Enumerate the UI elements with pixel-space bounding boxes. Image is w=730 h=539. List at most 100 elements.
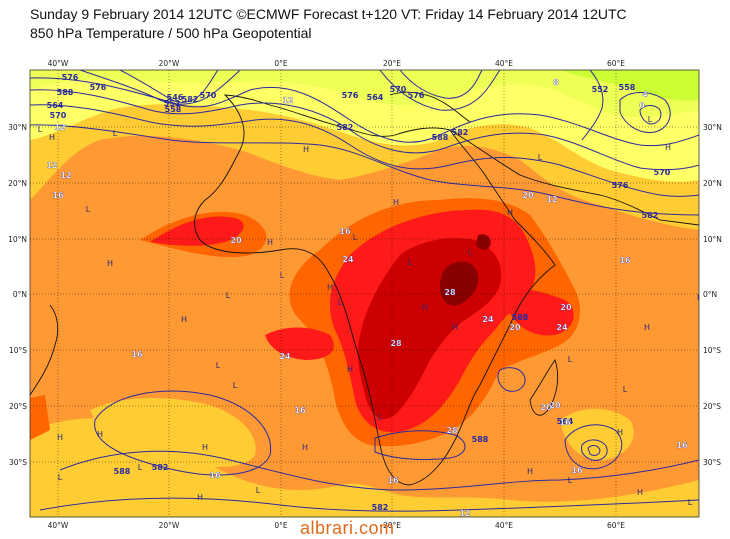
geopotential-label: 588 xyxy=(472,435,489,444)
temperature-label: 4 xyxy=(642,90,648,99)
coastlines xyxy=(30,91,699,486)
map-frame xyxy=(29,69,700,518)
temperature-label: 12 xyxy=(282,96,293,105)
low-pressure-mark: L xyxy=(138,463,143,472)
low-pressure-mark: L xyxy=(256,486,261,495)
geopotential-label: 570 xyxy=(200,91,217,100)
high-pressure-mark: H xyxy=(665,143,671,152)
low-pressure-mark: L xyxy=(280,271,285,280)
temperature-label: 16 xyxy=(131,350,143,359)
geopotential-label: 570 xyxy=(390,85,407,94)
geopotential-label: 582 xyxy=(152,463,169,472)
longitude-label-bottom: 20°W xyxy=(159,521,180,530)
longitude-label-top: 40°W xyxy=(48,59,69,68)
temperature-label: 20 xyxy=(560,303,572,312)
temperature-label: 20 xyxy=(230,236,242,245)
band-lt4-north xyxy=(560,70,699,101)
low-pressure-mark: L xyxy=(233,381,238,390)
high-pressure-mark: H xyxy=(527,467,533,476)
temperature-label: 24 xyxy=(482,315,494,324)
geopotential-label: 564 xyxy=(367,93,384,102)
temperature-label: 16 xyxy=(559,418,571,427)
longitude-label-top: 40°E xyxy=(495,59,513,68)
longitude-label-top: 0°E xyxy=(274,59,288,68)
temperature-label: 28 xyxy=(390,339,402,348)
high-pressure-mark: H xyxy=(697,293,703,302)
low-pressure-mark: L xyxy=(568,355,573,364)
high-pressure-mark: H xyxy=(267,238,273,247)
latitude-label-right: 30°S xyxy=(703,458,721,467)
high-pressure-mark: H xyxy=(57,433,63,442)
temperature-label: 12 xyxy=(54,123,65,132)
temperature-label: 0 xyxy=(639,101,645,110)
high-pressure-mark: H xyxy=(393,198,399,207)
low-pressure-mark: L xyxy=(378,413,383,422)
temperature-label: 12 xyxy=(459,509,470,518)
title-line-1: Sunday 9 February 2014 12UTC ©ECMWF Fore… xyxy=(30,6,627,22)
high-pressure-mark: H xyxy=(644,323,650,332)
high-pressure-mark: H xyxy=(507,208,513,217)
longitude-label-top: 20°W xyxy=(159,59,180,68)
low-pressure-mark: L xyxy=(568,476,573,485)
geopotential-label: 558 xyxy=(619,83,636,92)
latitude-label-right: 20°S xyxy=(703,402,721,411)
high-pressure-mark: H xyxy=(617,428,623,437)
temperature-label: 20 xyxy=(549,401,561,410)
band-12-16-southwest xyxy=(90,398,256,467)
high-pressure-mark: H xyxy=(327,283,333,292)
high-pressure-mark: H xyxy=(181,315,187,324)
longitude-label-bottom: 20°E xyxy=(383,521,401,530)
low-pressure-mark: L xyxy=(538,153,543,162)
temperature-label: 20 xyxy=(522,191,534,200)
latitude-label-left: 0°N xyxy=(13,290,27,299)
geopotential-label: 552 xyxy=(164,99,181,108)
watermark: albrari.com xyxy=(300,518,395,538)
low-pressure-mark: L xyxy=(338,298,343,307)
high-pressure-mark: H xyxy=(347,365,353,374)
latitude-label-right: 20°N xyxy=(703,179,722,188)
temperature-label: 16 xyxy=(387,476,399,485)
geopotential-label: 582 xyxy=(642,211,659,220)
longitude-label-bottom: 40°E xyxy=(495,521,513,530)
temperature-label: 20 xyxy=(509,323,521,332)
band-12-16-east xyxy=(560,408,634,461)
geopotential-label: 582 xyxy=(372,503,389,512)
temperature-label: 16 xyxy=(294,406,306,415)
geopotential-label: 564 xyxy=(47,101,64,110)
temperature-label: 24 xyxy=(279,352,291,361)
longitude-label-bottom: 0°E xyxy=(274,521,288,530)
band-8-12-north xyxy=(30,70,699,182)
longitude-label-top: 60°E xyxy=(607,59,625,68)
band-20-24-south xyxy=(30,395,50,440)
geopotential-label: 576 xyxy=(612,181,629,190)
temperature-label: 24 xyxy=(556,323,568,332)
high-pressure-mark: H xyxy=(107,259,113,268)
geopotential-label: 588 xyxy=(512,313,529,322)
longitude-label-bottom: 60°E xyxy=(607,521,625,530)
temperature-label: 12 xyxy=(46,161,57,170)
band-24-28-east xyxy=(500,288,574,336)
high-pressure-mark: H xyxy=(97,430,103,439)
high-pressure-mark: H xyxy=(202,443,208,452)
title-line-2: 850 hPa Temperature / 500 hPa Geopotenti… xyxy=(30,25,312,41)
temperature-label: 28 xyxy=(446,426,458,435)
geopotential-label: 564 xyxy=(557,417,574,426)
low-pressure-mark: L xyxy=(623,385,628,394)
temperature-label: 16 xyxy=(619,256,631,265)
longitude-label-top: 20°E xyxy=(383,59,401,68)
temperature-label: 16 xyxy=(209,471,221,480)
temperature-label: 16 xyxy=(339,227,351,236)
geopotential-label: 570 xyxy=(654,168,671,177)
latitude-label-left: 20°S xyxy=(9,402,27,411)
geopotential-label: 582 xyxy=(452,128,469,137)
geopotential-label: 552 xyxy=(592,85,609,94)
geopotential-label: 588 xyxy=(432,133,449,142)
band-24-28-southwest xyxy=(265,327,334,360)
latitude-label-right: 30°N xyxy=(703,123,722,132)
geopotential-label: 582 xyxy=(182,95,199,104)
band-4-8-north xyxy=(30,70,699,118)
latitude-label-right: 10°S xyxy=(703,346,721,355)
geopotential-label: 588 xyxy=(57,88,74,97)
latitude-label-left: 10°N xyxy=(8,235,27,244)
